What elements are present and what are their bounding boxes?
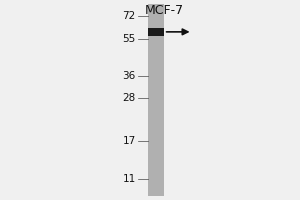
Text: 55: 55 [122, 34, 136, 44]
Text: MCF-7: MCF-7 [145, 4, 184, 17]
Text: 17: 17 [122, 136, 136, 146]
Text: 11: 11 [122, 174, 136, 184]
Text: 28: 28 [122, 93, 136, 103]
Bar [148, 28, 164, 36]
Bar [148, 4, 164, 196]
Text: 72: 72 [122, 11, 136, 21]
Text: 36: 36 [122, 71, 136, 81]
